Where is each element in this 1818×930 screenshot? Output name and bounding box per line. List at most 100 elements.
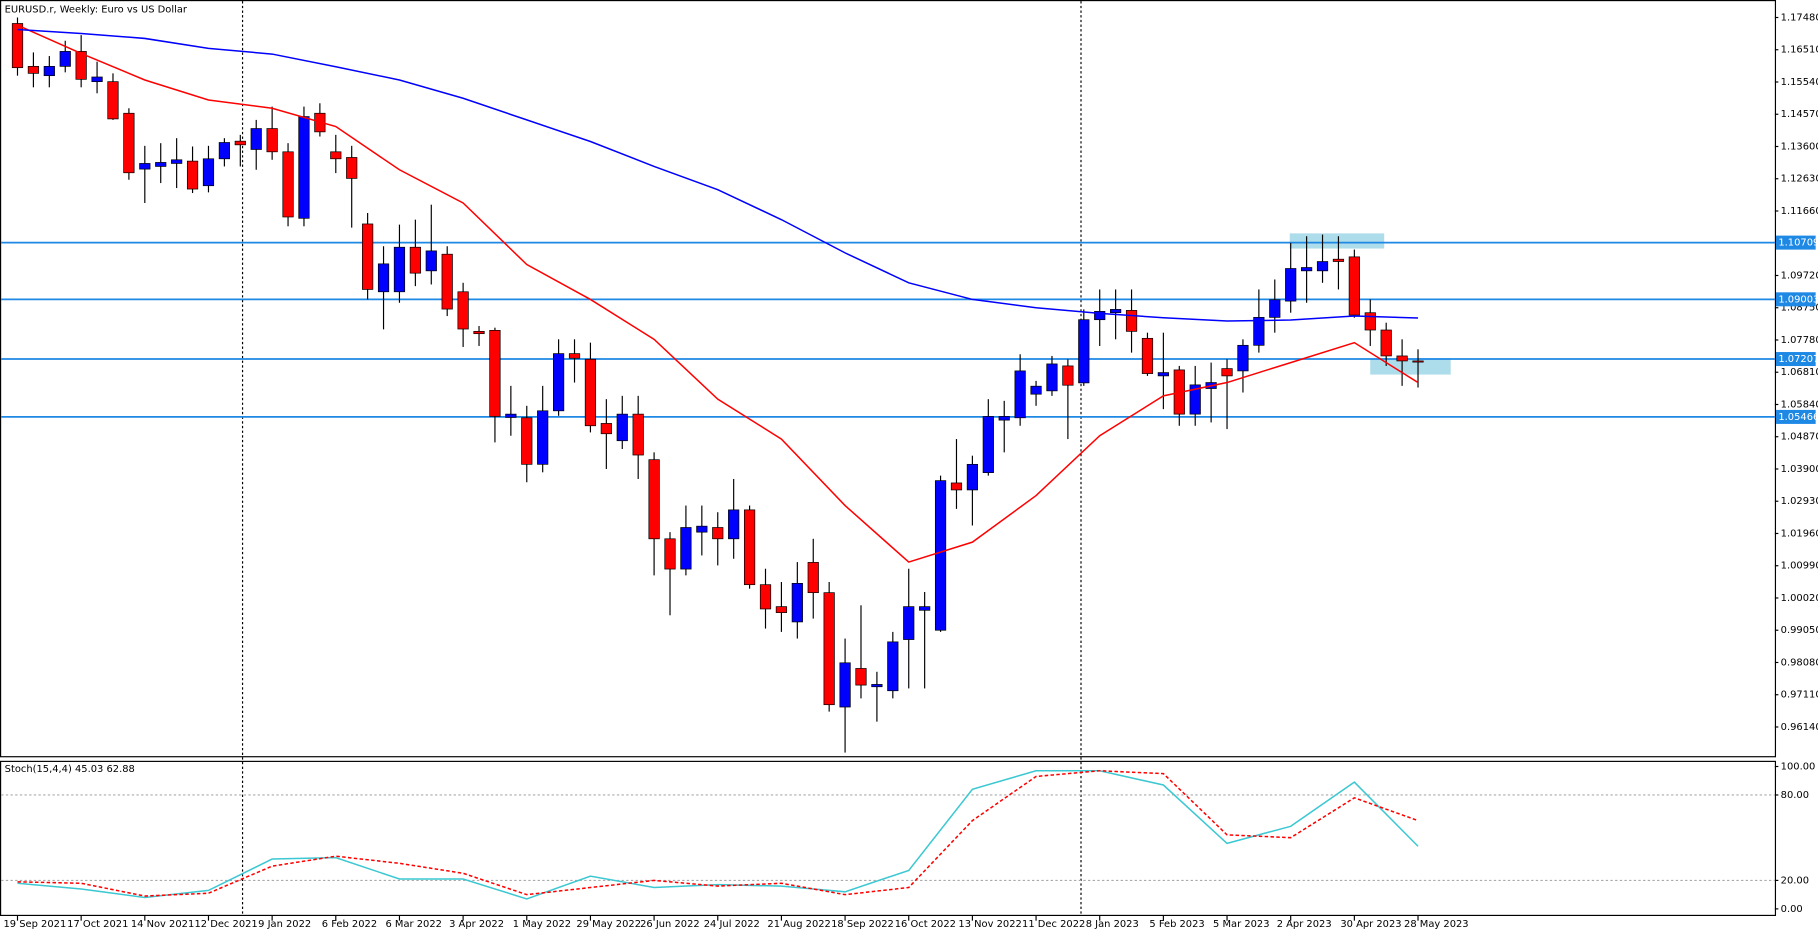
candle-body xyxy=(966,463,978,491)
level-label-bg xyxy=(1776,235,1816,250)
y-tick-label: 1.09720 xyxy=(1781,270,1818,281)
candle-body xyxy=(1046,363,1058,392)
y-tick-label: 1.15540 xyxy=(1781,77,1818,88)
candle-body xyxy=(664,538,676,570)
candle-body xyxy=(680,527,692,570)
candle-body xyxy=(521,417,533,465)
candle-body xyxy=(1094,311,1106,321)
candle-body xyxy=(91,76,103,83)
candle-body xyxy=(903,606,915,640)
candle-body xyxy=(155,162,167,167)
candle-body xyxy=(1237,344,1249,372)
candle-body xyxy=(1269,299,1281,318)
level-label-bg xyxy=(1776,292,1816,307)
candle-body xyxy=(186,160,199,190)
candle-body xyxy=(1348,256,1360,316)
y-tick-label: 1.05840 xyxy=(1781,399,1818,410)
y-tick-label: 1.06810 xyxy=(1781,367,1818,378)
y-tick-label: 1.14570 xyxy=(1781,109,1818,120)
x-tick-label: 12 Dec 2021 xyxy=(194,919,257,930)
candle-body xyxy=(425,250,437,272)
x-tick-label: 13 Nov 2022 xyxy=(958,919,1021,930)
candle-body xyxy=(346,157,358,179)
candle-body xyxy=(266,128,278,153)
x-tick-label: 14 Nov 2021 xyxy=(131,919,194,930)
y-tick-label: 100.00 xyxy=(1781,761,1816,772)
candle-body xyxy=(1316,261,1329,272)
candle-body xyxy=(1380,329,1392,357)
candle-body xyxy=(998,416,1010,421)
candle-body xyxy=(823,592,835,706)
x-tick-label: 6 Feb 2022 xyxy=(322,919,377,930)
y-tick-label: 1.00990 xyxy=(1781,561,1818,572)
candle-body xyxy=(728,509,740,540)
candle-body xyxy=(11,23,24,69)
candle-body xyxy=(1332,258,1345,262)
candle-body xyxy=(139,163,151,170)
candle-body xyxy=(584,358,597,427)
y-tick-label: 20.00 xyxy=(1781,875,1809,886)
chart-title: EURUSD.r, Weekly: Euro vs US Dollar xyxy=(5,4,188,15)
candle-body xyxy=(1030,385,1042,395)
candle-body xyxy=(489,329,501,417)
x-tick-label: 6 Mar 2022 xyxy=(385,919,441,930)
highlight-zone xyxy=(1289,233,1385,249)
y-tick-label: 1.16510 xyxy=(1781,45,1818,56)
y-tick-label: 1.17480 xyxy=(1781,12,1818,23)
candle-body xyxy=(648,459,660,540)
y-tick-label: 1.00020 xyxy=(1781,593,1818,604)
candle-body xyxy=(950,482,963,491)
candle-body xyxy=(362,223,374,290)
candle-body xyxy=(473,330,485,335)
candle-body xyxy=(75,51,87,80)
x-tick-label: 5 Mar 2023 xyxy=(1213,919,1269,930)
candle-body xyxy=(553,353,565,412)
candle-body xyxy=(59,51,71,67)
candle-body xyxy=(616,413,628,442)
x-tick-label: 28 May 2023 xyxy=(1404,919,1469,930)
candle-body xyxy=(43,66,55,77)
candle-body xyxy=(1285,268,1297,302)
candle-body xyxy=(855,668,867,686)
y-tick-label: 1.02930 xyxy=(1781,496,1818,507)
candle-body xyxy=(1014,370,1026,419)
candle-body xyxy=(887,641,899,692)
candle-body xyxy=(393,246,406,293)
candle-body xyxy=(377,263,390,293)
candle-body xyxy=(441,253,453,310)
y-tick-label: 1.08750 xyxy=(1781,303,1818,314)
x-tick-label: 8 Jan 2023 xyxy=(1086,919,1139,930)
candle-body xyxy=(234,140,246,146)
candle-body xyxy=(1125,310,1138,332)
candle-body xyxy=(934,480,947,631)
candle-body xyxy=(759,584,772,610)
candle-body xyxy=(871,684,883,688)
x-tick-label: 3 Apr 2022 xyxy=(449,919,504,930)
price-panel xyxy=(0,0,1777,758)
candle-body xyxy=(982,416,994,473)
candle-body xyxy=(218,142,230,160)
y-tick-label: 1.03900 xyxy=(1781,464,1818,475)
x-tick-label: 11 Dec 2022 xyxy=(1022,919,1085,930)
candle-body xyxy=(282,151,294,218)
candle-body xyxy=(171,159,183,164)
indicator-line xyxy=(17,24,1419,563)
candle-body xyxy=(696,525,708,533)
candle-body xyxy=(457,291,469,330)
candle-body xyxy=(1253,317,1265,346)
candle-body xyxy=(330,151,342,160)
candle-body xyxy=(712,527,724,540)
candle-body xyxy=(1412,360,1424,363)
candle-body xyxy=(632,413,644,456)
highlight-zone xyxy=(1370,358,1451,375)
level-label-bg xyxy=(1776,409,1816,424)
candle-body xyxy=(1141,337,1154,374)
x-tick-label: 29 May 2022 xyxy=(576,919,641,930)
y-tick-label: 0.97110 xyxy=(1781,690,1818,701)
x-tick-label: 24 Jul 2022 xyxy=(704,919,760,930)
y-tick-label: 1.11660 xyxy=(1781,206,1818,217)
candle-body xyxy=(1301,267,1313,272)
candle-body xyxy=(791,583,803,623)
y-tick-label: 1.07780 xyxy=(1781,335,1818,346)
